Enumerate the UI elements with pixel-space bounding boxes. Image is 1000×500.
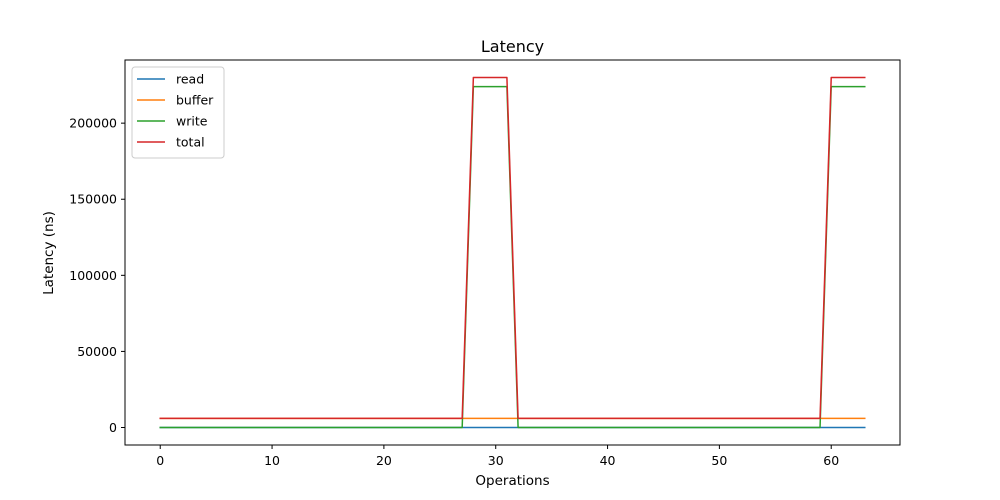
x-tick-label: 10 (264, 453, 280, 468)
y-tick-label: 150000 (69, 192, 117, 207)
x-tick-label: 0 (156, 453, 164, 468)
y-tick-label: 100000 (69, 268, 117, 283)
legend-box (131, 66, 225, 159)
chart-title: Latency (481, 37, 544, 56)
plot-frame (124, 59, 901, 446)
legend-label-buffer: buffer (176, 93, 214, 108)
legend-label-total: total (176, 135, 205, 150)
x-tick-label: 50 (711, 453, 727, 468)
x-axis: 0 10 20 30 40 50 60 (156, 445, 839, 468)
x-tick-label: 60 (823, 453, 839, 468)
y-tick-label: 0 (109, 420, 117, 435)
legend-label-read: read (176, 72, 204, 87)
legend: read buffer write total (131, 66, 225, 159)
x-axis-label: Operations (475, 473, 549, 489)
y-axis: 0 50000 100000 150000 200000 (69, 116, 125, 435)
x-tick-label: 40 (600, 453, 616, 468)
x-tick-label: 30 (488, 453, 504, 468)
y-tick-label: 200000 (69, 116, 117, 131)
y-tick-label: 50000 (77, 344, 117, 359)
x-tick-label: 20 (376, 453, 392, 468)
legend-label-write: write (176, 114, 208, 129)
series-layer (159, 76, 866, 429)
series-line-total (159, 76, 866, 420)
y-axis-label: Latency (ns) (41, 211, 57, 295)
